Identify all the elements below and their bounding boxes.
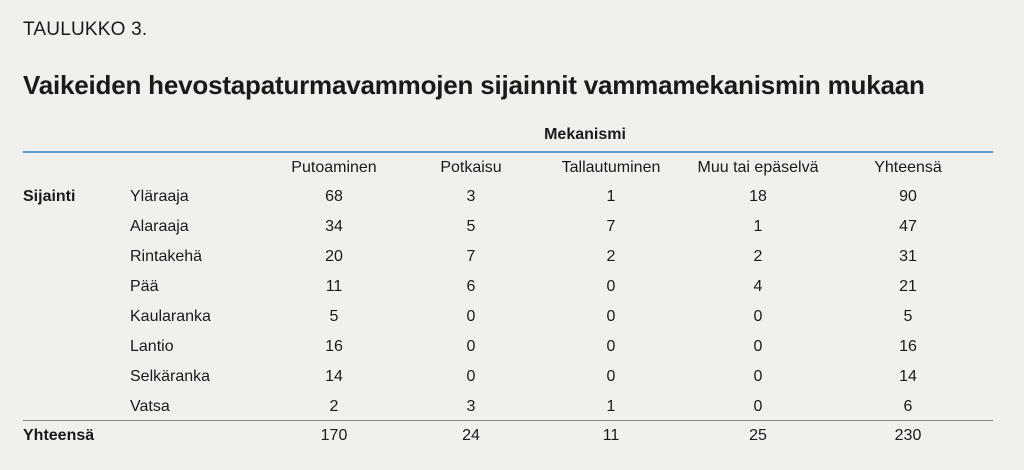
total-rule bbox=[23, 420, 993, 421]
table-cell: 7 bbox=[466, 248, 476, 265]
table-cell: 3 bbox=[466, 398, 476, 415]
total-cell: 170 bbox=[320, 427, 348, 444]
table-title: Vaikeiden hevostapaturmavammojen sijainn… bbox=[23, 70, 925, 100]
table-cell: 16 bbox=[325, 338, 343, 355]
table-cell: 6 bbox=[466, 278, 476, 295]
table-cell: 68 bbox=[325, 188, 343, 205]
table-cell: 0 bbox=[606, 308, 616, 325]
table-cell: 0 bbox=[606, 338, 616, 355]
table-cell: 5 bbox=[903, 308, 913, 325]
table-cell: 1 bbox=[606, 188, 616, 205]
table-cell: 47 bbox=[899, 218, 917, 235]
table-cell: 2 bbox=[753, 248, 763, 265]
total-cell: 24 bbox=[462, 427, 480, 444]
total-cell: 230 bbox=[894, 427, 922, 444]
row-label: Kaularanka bbox=[130, 308, 211, 325]
table-cell: 4 bbox=[753, 278, 763, 295]
table-cell: 21 bbox=[899, 278, 917, 295]
table-cell: 7 bbox=[606, 218, 616, 235]
table-cell: 2 bbox=[329, 398, 339, 415]
table-cell: 14 bbox=[325, 368, 343, 385]
row-label: Alaraaja bbox=[130, 218, 189, 235]
row-label: Lantio bbox=[130, 338, 174, 355]
table-cell: 18 bbox=[749, 188, 767, 205]
table-cell: 31 bbox=[899, 248, 917, 265]
table-cell: 0 bbox=[753, 308, 763, 325]
row-label: Rintakehä bbox=[130, 248, 203, 265]
total-label: Yhteensä bbox=[23, 427, 95, 444]
table-cell: 3 bbox=[466, 188, 476, 205]
table-cell: 20 bbox=[325, 248, 343, 265]
table-cell: 0 bbox=[466, 368, 476, 385]
row-label: Pää bbox=[130, 278, 159, 295]
table-cell: 0 bbox=[753, 398, 763, 415]
table-cell: 16 bbox=[899, 338, 917, 355]
table-cell: 11 bbox=[325, 278, 343, 295]
total-cell: 25 bbox=[749, 427, 767, 444]
column-header: Potkaisu bbox=[440, 159, 502, 176]
table-cell: 90 bbox=[899, 188, 917, 205]
table-cell: 0 bbox=[466, 308, 476, 325]
table-cell: 5 bbox=[466, 218, 476, 235]
group-header: Mekanismi bbox=[544, 126, 626, 143]
column-header: Yhteensä bbox=[874, 159, 942, 176]
table-cell: 5 bbox=[329, 308, 339, 325]
table-cell: 0 bbox=[753, 338, 763, 355]
table-cell: 1 bbox=[606, 398, 616, 415]
column-header: Putoaminen bbox=[291, 159, 377, 176]
column-header: Muu tai epäselvä bbox=[697, 159, 819, 176]
row-label: Vatsa bbox=[130, 398, 170, 415]
row-label: Selkäranka bbox=[130, 368, 211, 385]
table-cell: 0 bbox=[606, 368, 616, 385]
table-cell: 14 bbox=[899, 368, 917, 385]
header-rule bbox=[23, 151, 993, 153]
table-cell: 0 bbox=[753, 368, 763, 385]
column-header: Tallautuminen bbox=[561, 159, 661, 176]
table-cell: 6 bbox=[903, 398, 913, 415]
row-group-label: Sijainti bbox=[23, 188, 76, 205]
table-cell: 0 bbox=[466, 338, 476, 355]
table-cell: 34 bbox=[325, 218, 343, 235]
total-cell: 11 bbox=[602, 427, 620, 444]
table-cell: 2 bbox=[606, 248, 616, 265]
row-label: Yläraaja bbox=[130, 188, 189, 205]
table-cell: 0 bbox=[606, 278, 616, 295]
table-cell: 1 bbox=[753, 218, 763, 235]
table-label: TAULUKKO 3. bbox=[23, 19, 148, 40]
